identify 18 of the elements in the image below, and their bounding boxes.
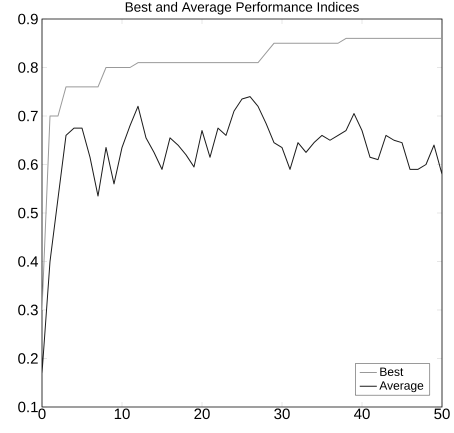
x-tick-label: 30 (274, 408, 290, 420)
x-tick-label: 50 (434, 408, 450, 420)
y-tick-label: 0.3 (18, 304, 38, 316)
x-tick-label: 10 (114, 408, 130, 420)
y-tick-label: 0.8 (18, 62, 38, 73)
y-tick-label: 0.6 (18, 159, 38, 170)
x-tick-label: 40 (354, 408, 370, 420)
legend-label: Average (379, 381, 424, 392)
y-tick-label: 0.5 (18, 208, 38, 218)
y-tick-label: 0.7 (18, 110, 38, 122)
x-tick-label: 0 (38, 408, 46, 420)
y-tick-label: 0.4 (18, 256, 38, 267)
y-tick-label: 0.2 (18, 353, 38, 364)
chart-title: Best and Average Performance Indices (126, 2, 359, 14)
y-tick-label: 0.1 (18, 402, 38, 412)
x-tick-label: 20 (194, 408, 210, 420)
y-tick-label: 0.9 (18, 14, 38, 24)
legend-label: Best (380, 368, 404, 376)
